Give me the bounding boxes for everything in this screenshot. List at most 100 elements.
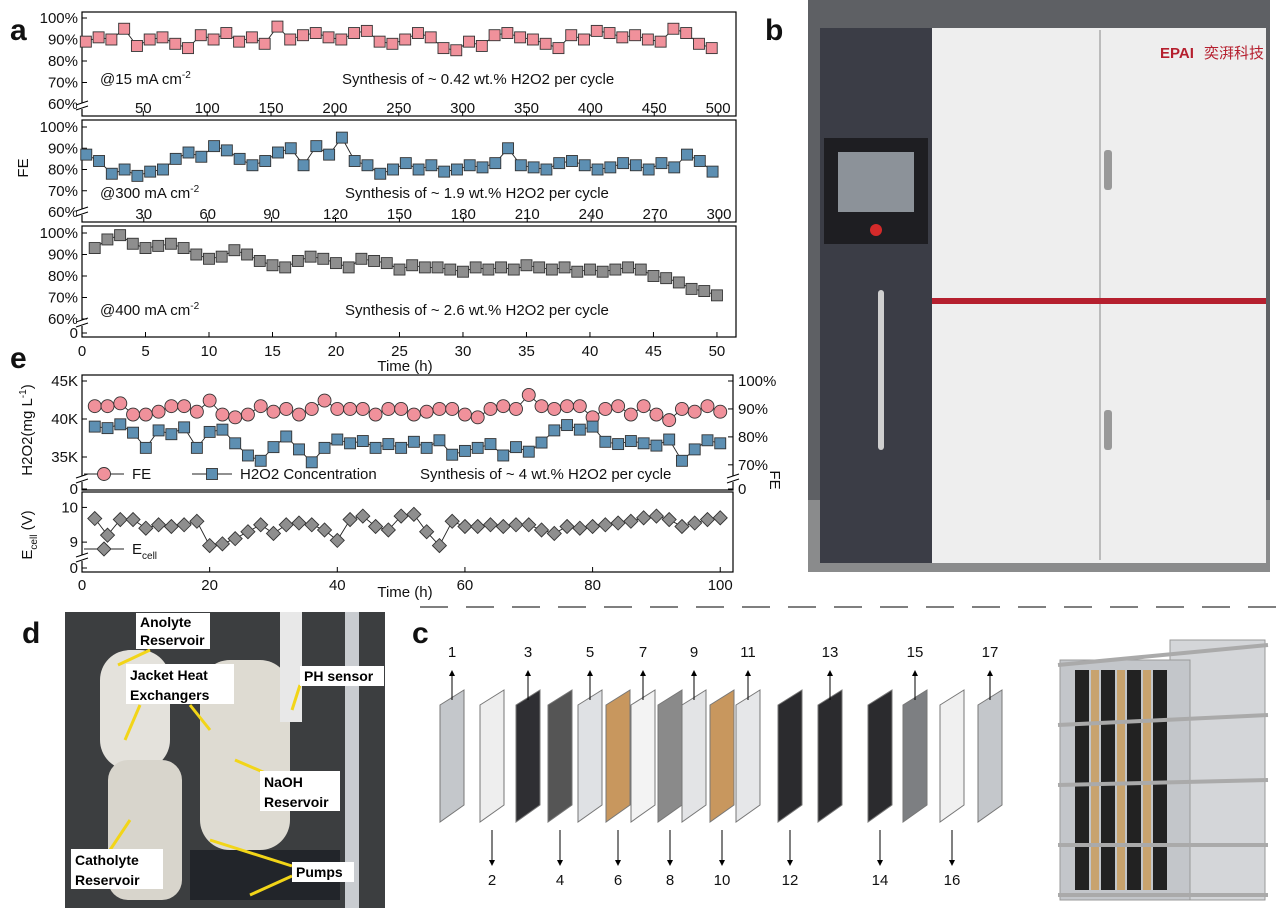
- marker: [471, 411, 484, 424]
- plate: [940, 690, 964, 822]
- y-tick-label: 100%: [738, 373, 776, 390]
- marker: [676, 455, 687, 466]
- marker: [336, 34, 347, 45]
- panel-label: e: [10, 342, 27, 375]
- marker: [152, 518, 166, 532]
- y-tick-label: 90%: [738, 401, 768, 418]
- marker: [375, 168, 386, 179]
- photo-d: Anolyte Reservoir Jacket Heat Exchangers…: [65, 612, 385, 908]
- marker: [445, 514, 459, 528]
- marker: [407, 408, 420, 421]
- marker: [586, 520, 600, 534]
- marker: [673, 277, 684, 288]
- part-number: 7: [639, 644, 647, 661]
- y-axis-title-tail: (V): [19, 510, 36, 534]
- marker: [292, 516, 306, 530]
- marker: [412, 28, 423, 39]
- marker: [413, 164, 424, 175]
- marker: [662, 513, 676, 527]
- part-number: 13: [822, 644, 839, 661]
- marker: [451, 164, 462, 175]
- marker: [102, 234, 113, 245]
- marker: [650, 408, 663, 421]
- red-stripe: [932, 298, 1266, 304]
- y-axis-title-sub: cell: [29, 535, 40, 550]
- marker: [702, 435, 713, 446]
- annotation: @300 mA cm-2: [100, 184, 200, 202]
- x-tick-label: 210: [515, 206, 540, 223]
- chart: 060%70%80%90%100%05101520253035404550Tim…: [40, 225, 736, 375]
- photo-label: Anolyte: [140, 614, 192, 630]
- arrowhead: [787, 860, 793, 866]
- x-tick-label: 0: [78, 343, 86, 360]
- y-tick-label: 40K: [51, 411, 78, 428]
- marker: [241, 525, 255, 539]
- marker: [458, 408, 471, 421]
- panel-label: d: [22, 617, 40, 650]
- marker: [535, 523, 549, 537]
- marker: [523, 446, 534, 457]
- marker: [170, 153, 181, 164]
- x-tick-label: 150: [387, 206, 412, 223]
- arrowhead: [745, 670, 751, 676]
- marker: [476, 40, 487, 51]
- marker: [484, 402, 497, 415]
- marker: [693, 38, 704, 49]
- marker: [675, 402, 688, 415]
- annotation: Synthesis of ~ 2.6 wt.% H2O2 per cycle: [345, 302, 609, 319]
- marker: [349, 28, 360, 39]
- marker: [497, 400, 510, 413]
- marker: [209, 141, 220, 152]
- marker: [528, 162, 539, 173]
- x-tick-label: 80: [584, 577, 601, 594]
- x-tick-label: 400: [578, 100, 603, 117]
- marker: [540, 38, 551, 49]
- marker: [356, 509, 370, 523]
- marker: [207, 469, 218, 480]
- marker: [688, 405, 701, 418]
- marker: [561, 400, 574, 413]
- y-tick-label: 70%: [48, 183, 78, 200]
- brand: EPAI: [1160, 45, 1194, 62]
- marker: [115, 230, 126, 241]
- annotation: Synthesis of ~ 1.9 wt.% H2O2 per cycle: [345, 185, 609, 202]
- marker: [101, 528, 115, 542]
- plate: [1143, 670, 1151, 890]
- marker: [178, 243, 189, 254]
- marker: [637, 400, 650, 413]
- marker: [89, 243, 100, 254]
- marker: [381, 258, 392, 269]
- photo-label: Exchangers: [130, 687, 210, 703]
- marker: [361, 25, 372, 36]
- marker: [292, 255, 303, 266]
- marker: [272, 147, 283, 158]
- marker: [420, 405, 433, 418]
- y-axis-title: FE: [15, 158, 32, 177]
- marker: [668, 23, 679, 34]
- marker: [369, 408, 382, 421]
- x-tick-label: 450: [642, 100, 667, 117]
- marker: [651, 440, 662, 451]
- x-axis-title: Time (h): [377, 358, 432, 375]
- marker: [106, 168, 117, 179]
- marker: [324, 149, 335, 160]
- marker: [132, 170, 143, 181]
- legend-label-main: FE: [132, 466, 151, 483]
- marker: [94, 156, 105, 167]
- x-tick-label: 350: [514, 100, 539, 117]
- marker: [153, 425, 164, 436]
- plate: [682, 690, 706, 822]
- panel-label: b: [765, 14, 783, 47]
- plate: [1127, 670, 1141, 890]
- y-tick-label: 60%: [48, 311, 78, 328]
- marker: [407, 260, 418, 271]
- part-number: 5: [586, 644, 594, 661]
- x-tick-label: 0: [78, 577, 86, 594]
- marker: [425, 32, 436, 43]
- marker: [272, 21, 283, 32]
- x-tick-label: 30: [135, 206, 152, 223]
- marker: [259, 38, 270, 49]
- marker: [661, 273, 672, 284]
- x-tick-label: 50: [709, 343, 726, 360]
- plate: [1091, 670, 1099, 890]
